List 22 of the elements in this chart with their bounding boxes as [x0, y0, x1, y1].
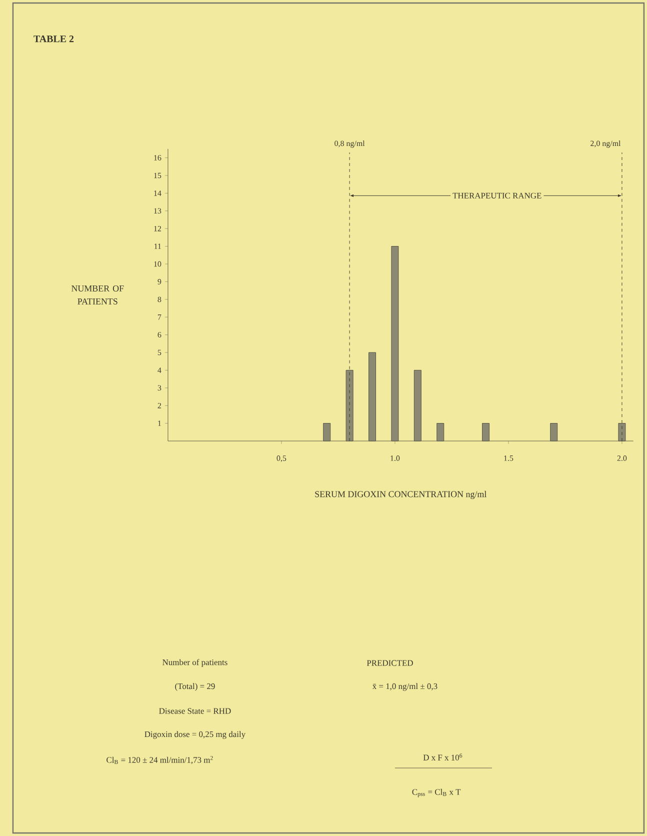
- text: Disease State = RHD: [159, 708, 231, 714]
- bar: [436, 423, 444, 442]
- bar: [323, 423, 331, 442]
- text: Number of patients: [162, 659, 228, 667]
- text: Cl$_{B}$ = 120 ± 24 ml/min/1,73 m$^{2}$: [106, 756, 213, 764]
- bar: [482, 423, 490, 442]
- bar: [346, 370, 354, 442]
- bar: [414, 370, 422, 442]
- text: C$_{pss}$ = Cl$_{B}$ x T: [412, 788, 461, 798]
- bar: [368, 352, 376, 442]
- annotation: THERAPEUTIC RANGE: [452, 192, 542, 199]
- text: PREDICTED: [366, 660, 413, 666]
- text: Digoxin dose = 0,25 mg daily: [144, 731, 246, 739]
- y-axis-title: NUMBER OF PATIENTS: [72, 285, 124, 304]
- text: TABLE 2: [34, 36, 74, 42]
- bar: [550, 423, 558, 442]
- x-axis-title: SERUM DIGOXIN CONCENTRATION ng/ml: [315, 490, 487, 500]
- text: D x F x 10$^{6}$: [423, 754, 462, 760]
- text: (Total) = 29: [175, 683, 215, 691]
- text: x̄ = 1,0 ng/ml ± 0,3: [372, 683, 438, 691]
- bar: [618, 423, 626, 442]
- bar: [391, 246, 399, 442]
